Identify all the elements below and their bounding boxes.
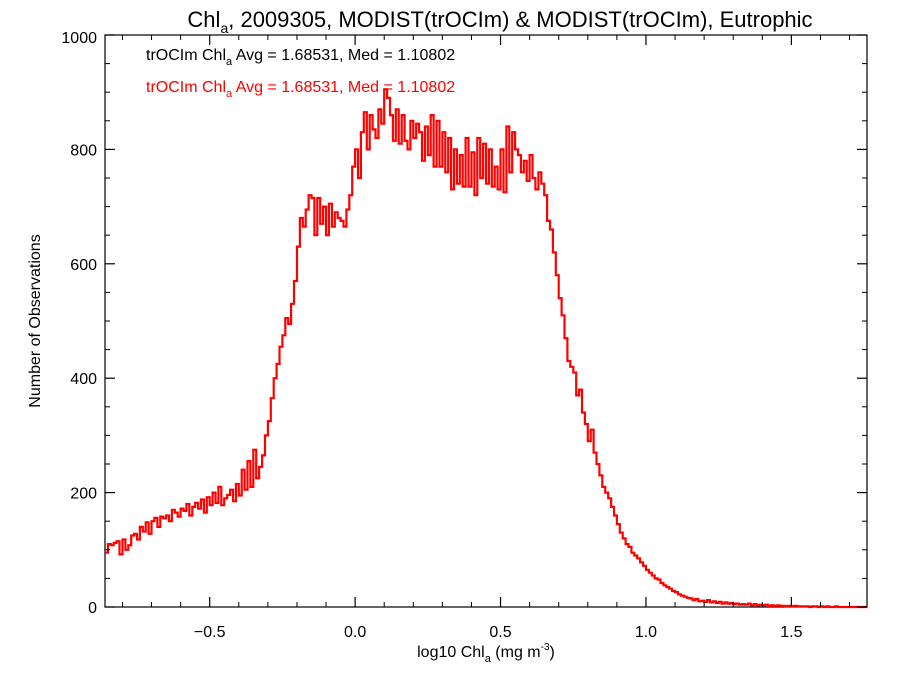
legend-entry-1: trOCIm Chla Avg = 1.68531, Med = 1.10802 xyxy=(146,47,455,68)
x-tick-label: 0.0 xyxy=(344,624,366,641)
y-tick-label: 200 xyxy=(70,486,97,503)
histogram-series-line xyxy=(105,88,867,609)
x-tick-label: −0.5 xyxy=(194,624,226,641)
plot-frame xyxy=(104,34,868,608)
y-axis-ticks: 0 200 400 600 800 1000 xyxy=(61,30,867,617)
y-tick-label: 0 xyxy=(88,600,97,617)
legend-entry-2: trOCIm Chla Avg = 1.68531, Med = 1.10802 xyxy=(146,79,455,100)
x-axis-ticks: −0.5 0.0 0.5 1.0 1.5 xyxy=(121,35,851,641)
y-tick-label: 1000 xyxy=(61,30,97,47)
y-tick-label: 600 xyxy=(70,257,97,274)
y-axis-label: Number of Observations xyxy=(27,234,44,407)
y-tick-label: 400 xyxy=(70,371,97,388)
x-tick-label: 1.5 xyxy=(780,624,802,641)
x-tick-label: 0.5 xyxy=(489,624,511,641)
chart-title: Chla, 2009305, MODIST(trOCIm) & MODIST(t… xyxy=(187,7,812,36)
x-tick-label: 1.0 xyxy=(635,624,657,641)
y-tick-label: 800 xyxy=(70,142,97,159)
x-axis-label: log10 Chla (mg m-3) xyxy=(417,642,555,665)
